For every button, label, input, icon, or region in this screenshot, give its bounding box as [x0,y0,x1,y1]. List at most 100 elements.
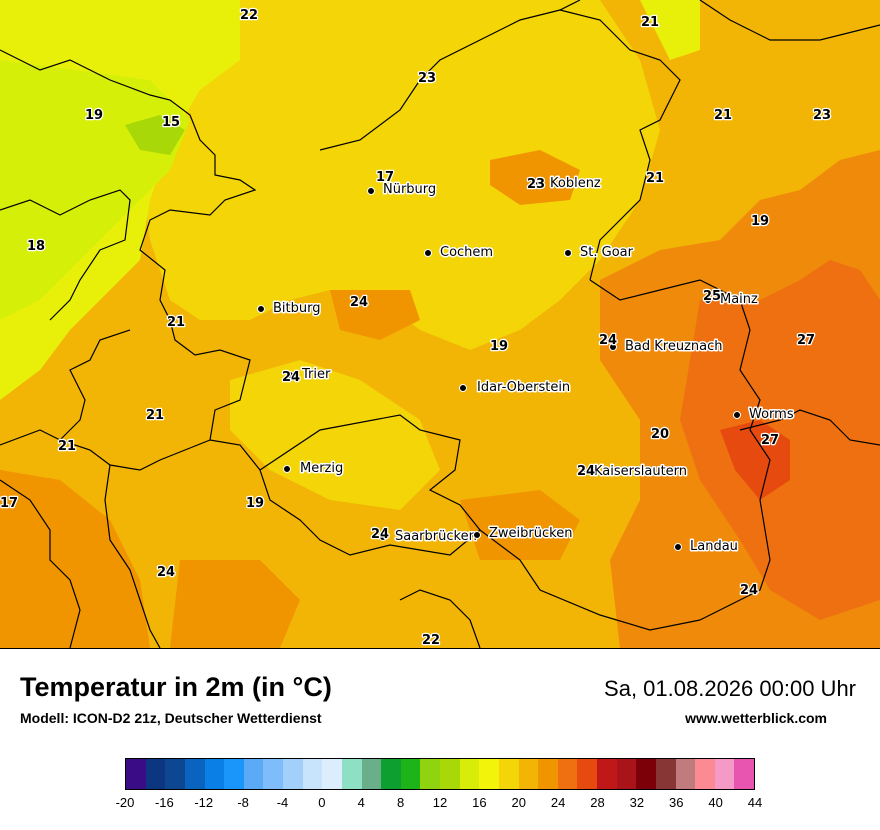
temp-field-sw [0,470,150,648]
temp-value: 22 [240,8,258,23]
city-label-saarbruecken: Saarbrücken [395,529,477,544]
legend-tick-label: 4 [357,795,365,810]
legend-swatch [381,759,401,789]
city-label-worms: Worms [749,407,794,422]
temp-value: 17 [0,496,18,511]
forecast-datetime: Sa, 01.08.2026 00:00 Uhr [604,676,856,701]
legend-swatch [616,759,637,789]
temp-value: 15 [162,115,180,130]
legend-tick-label: -16 [154,795,174,810]
temperature-values: 22 21 23 19 15 21 23 17 23 21 19 18 24 2… [0,7,832,648]
temp-value: 21 [167,315,185,330]
temp-value: 27 [761,433,779,448]
legend-swatch [283,759,303,789]
border-fr [0,479,81,648]
city-bitburg: Bitburg [257,300,322,318]
temp-value: 19 [751,214,769,229]
city-nurburg: Nürburg [367,181,438,199]
map-title: Temperatur in 2m (in °C) [20,672,332,702]
temp-value: 19 [490,339,508,354]
border-ne [699,0,880,41]
temp-field-koblenz [490,150,580,205]
temp-value: 24 [282,370,300,385]
temp-value: 24 [371,527,389,542]
legend-swatch [126,759,146,789]
legend-tick-label: 32 [629,795,645,810]
temp-value: 23 [813,108,831,123]
legend-swatch [184,759,205,789]
border-west2 [0,189,131,321]
temp-field-south [170,560,300,648]
legend-swatch [734,759,754,789]
legend-tick-label: -8 [237,795,249,810]
border-fr2 [104,464,161,648]
temp-field-27 [720,420,790,500]
temp-value: 18 [27,239,45,254]
legend-swatch [420,759,440,789]
border-saar2 [259,414,481,531]
legend-tick-label: 36 [669,795,684,810]
map-footer [0,649,880,830]
legend-swatch [322,759,342,789]
city-label-badkreuznach: Bad Kreuznach [625,339,723,354]
legend-swatch [714,759,735,789]
city-label-idaroberstein: Idar-Oberstein [477,380,570,395]
legend-tick-label: 28 [590,795,605,810]
border-lux [59,329,131,441]
color-scale-legend [125,758,755,790]
city-stgoar: St. Goar [564,244,635,262]
temp-value: 21 [58,439,76,454]
city-label-zweibruecken: Zweibrücken [489,526,572,541]
temp-value: 24 [577,464,595,479]
legend-swatch [263,759,283,789]
city-mainz: Mainz [704,291,760,309]
legend-swatch [538,759,558,789]
temp-value: 25 [703,289,721,304]
legend-tick-label: -4 [276,795,289,810]
city-label-stgoar: St. Goar [580,245,634,260]
legend-tick-label: 8 [397,795,405,810]
city-label-nurburg: Nürburg [383,182,436,197]
legend-swatch [498,759,519,789]
city-label-mainz: Mainz [720,292,758,307]
legend-swatch [440,759,460,789]
legend-swatch [243,759,264,789]
border-saar [209,439,701,631]
city-label-merzig: Merzig [300,461,343,476]
city-zweibruecken: Zweibrücken [473,525,574,543]
legend-tick-label: 16 [472,795,487,810]
temp-field-19b [230,360,440,510]
city-label-koblenz: Koblenz [550,176,601,191]
border-hessen [319,0,581,151]
temperature-map: Nürburg Koblenz Cochem St. Goar Bitburg … [0,0,880,649]
city-label-cochem: Cochem [440,245,493,260]
model-info: Modell: ICON-D2 21z, Deutscher Wetterdie… [20,710,322,726]
city-label-bitburg: Bitburg [273,301,321,316]
legend-swatch [655,759,676,789]
temp-value: 24 [740,583,758,598]
legend-swatch [636,759,656,789]
city-merzig: Merzig [283,460,345,478]
temp-field-19 [110,0,660,350]
website-label: www.wetterblick.com [685,710,827,726]
legend-swatch [165,759,185,789]
temp-value: 21 [641,15,659,30]
temp-value: 21 [146,408,164,423]
legend-swatch [204,759,225,789]
legend-tick-label: 12 [432,795,448,810]
temp-value: 20 [651,427,669,442]
temp-value: 19 [246,496,264,511]
legend-swatch [695,759,715,789]
city-label-landau: Landau [690,539,738,554]
legend-tick-label: 20 [511,795,526,810]
border-hessen2 [559,9,681,281]
legend-tick-label: -20 [115,795,135,810]
city-markers: Nürburg Koblenz Cochem St. Goar Bitburg … [257,175,795,556]
legend-tick-label: 0 [318,795,326,810]
legend-tick-label: -12 [194,795,214,810]
legend-swatch [145,759,166,789]
temp-value: 19 [85,108,103,123]
legend-swatch [675,759,696,789]
legend-swatch [518,759,539,789]
city-label-trier: Trier [301,367,331,382]
